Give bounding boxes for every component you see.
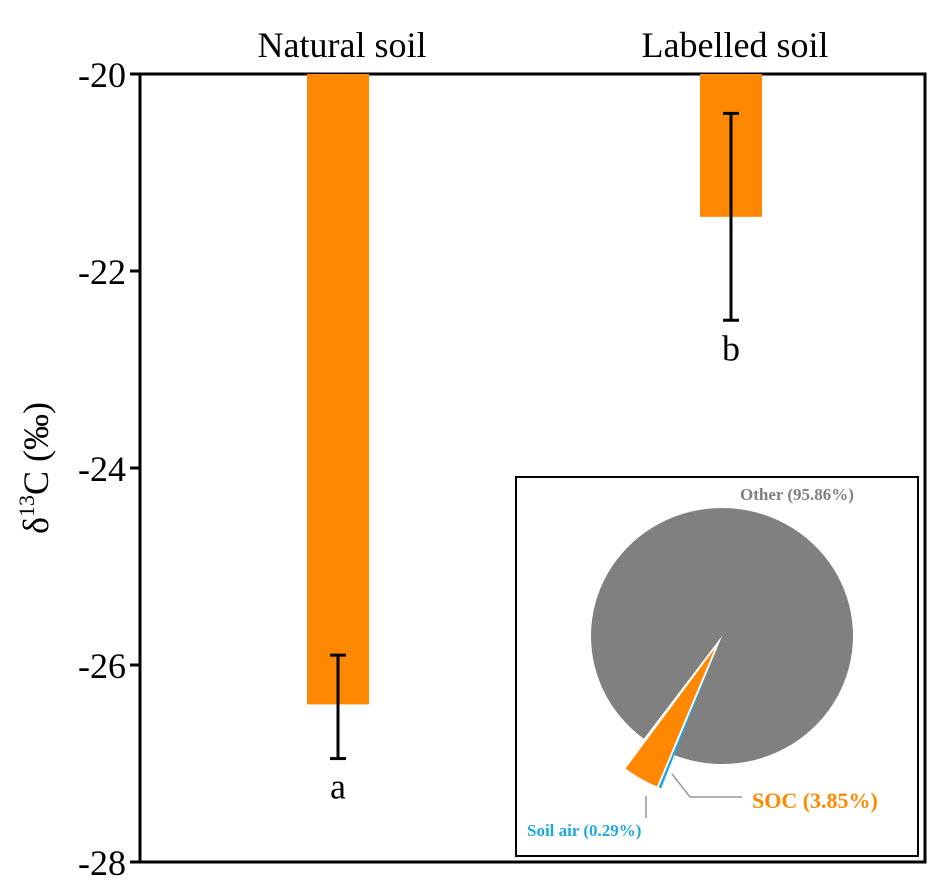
y-tick-label: -26: [78, 646, 126, 686]
category-label: Labelled soil: [642, 25, 829, 65]
y-axis-label-superscript: 13: [14, 495, 39, 517]
y-axis-label-prefix: δ: [16, 517, 56, 534]
significance-letter: b: [722, 328, 740, 368]
y-axis: -20 -22 -24 -26 -28: [78, 55, 140, 883]
y-tick-label: -22: [78, 252, 126, 292]
significance-letter: a: [330, 767, 346, 807]
y-axis-label-suffix: C (‰): [16, 402, 56, 495]
category-labels: Natural soil Labelled soil: [258, 25, 829, 65]
category-label: Natural soil: [258, 25, 427, 65]
y-axis-label: δ13C (‰): [14, 402, 56, 534]
pie-slice-other: [591, 508, 854, 765]
soc-leader-line: [671, 773, 742, 798]
y-tick-label: -20: [78, 55, 126, 95]
pie-slice-soil-air: [658, 648, 717, 789]
y-tick-label: -28: [78, 843, 126, 883]
pie-label-soc: SOC (3.85%): [752, 788, 878, 813]
pie-label-soil-air: Soil air (0.29%): [527, 821, 641, 840]
bar: [307, 74, 369, 705]
y-tick-label: -24: [78, 449, 126, 489]
inset-pie-chart: Other (95.86%) SOC (3.85%) Soil air (0.29%…: [515, 476, 919, 857]
pie-slice-soc: [625, 648, 716, 787]
pie-label-other: Other (95.86%): [740, 485, 854, 504]
bars: ab: [307, 74, 762, 807]
